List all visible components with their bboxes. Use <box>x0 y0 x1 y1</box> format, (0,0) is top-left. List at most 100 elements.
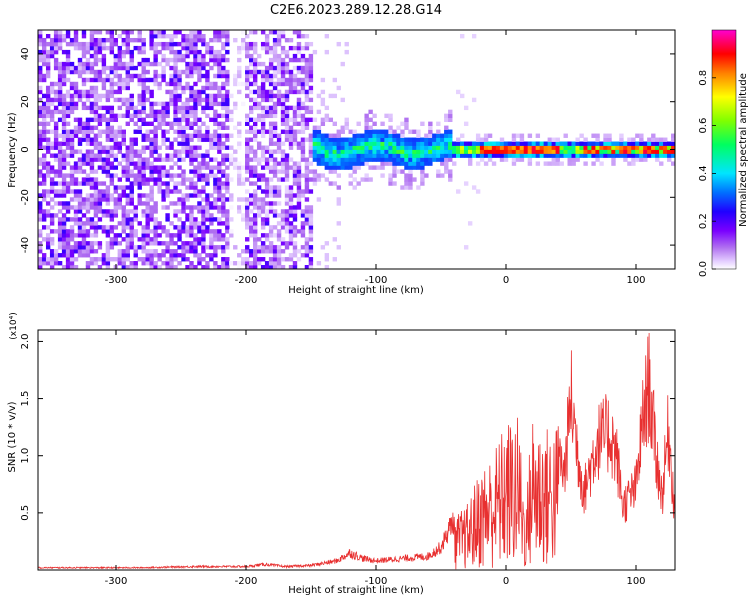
heatmap-cell <box>121 53 126 59</box>
heatmap-cell <box>149 213 154 218</box>
heatmap-cell <box>197 237 202 242</box>
heatmap-cell <box>352 153 357 158</box>
heatmap-cell <box>89 153 95 158</box>
heatmap-cell <box>177 217 182 222</box>
heatmap-cell <box>384 137 389 142</box>
heatmap-cell <box>559 141 564 146</box>
heatmap-cell <box>105 157 111 162</box>
heatmap-cell <box>189 217 194 222</box>
heatmap-cell <box>607 145 612 150</box>
heatmap-cell <box>292 253 298 258</box>
heatmap-cell <box>245 81 250 87</box>
heatmap-cell <box>117 145 123 150</box>
heatmap-cell <box>264 177 270 182</box>
heatmap-cell <box>165 105 170 111</box>
heatmap-cell <box>400 137 405 142</box>
heatmap-cell <box>209 237 214 242</box>
heatmap-cell <box>424 137 429 142</box>
heatmap-cell <box>173 97 178 103</box>
heatmap-cell <box>619 149 624 154</box>
heatmap-cell <box>181 173 186 178</box>
heatmap-cell <box>105 213 111 218</box>
heatmap-cell <box>113 165 119 170</box>
heatmap-cell <box>125 173 130 178</box>
heatmap-cell <box>165 265 170 269</box>
heatmap-cell <box>41 213 47 218</box>
heatmap-cell <box>101 261 107 266</box>
heatmap-cell <box>272 93 278 99</box>
heatmap-cell <box>523 145 529 150</box>
heatmap-cell <box>197 73 202 79</box>
heatmap-cell <box>567 149 572 154</box>
heatmap-cell <box>193 117 198 123</box>
heatmap-cell <box>133 65 138 71</box>
heatmap-cell <box>38 65 43 71</box>
heatmap-cell <box>647 149 652 154</box>
heatmap-cell <box>157 185 162 190</box>
heatmap-cell <box>169 177 174 182</box>
heatmap-cell <box>444 157 449 162</box>
heatmap-cell <box>181 253 186 258</box>
heatmap-cell <box>288 221 294 226</box>
heatmap-cell <box>272 157 278 162</box>
heatmap-cell <box>141 85 146 91</box>
heatmap-cell <box>671 161 675 166</box>
heatmap-cell <box>117 205 123 210</box>
heatmap-cell <box>45 141 51 146</box>
heatmap-cell <box>296 129 302 134</box>
heatmap-cell <box>436 173 441 178</box>
heatmap-cell <box>185 141 190 146</box>
heatmap-cell <box>264 261 270 266</box>
heatmap-cell <box>555 149 560 154</box>
heatmap-cell <box>412 153 417 158</box>
heatmap-cell <box>113 213 119 218</box>
heatmap-cell <box>252 205 258 210</box>
heatmap-cell <box>264 45 270 51</box>
heatmap-cell <box>288 125 294 130</box>
heatmap-cell <box>93 169 99 174</box>
heatmap-cell <box>555 137 560 142</box>
heatmap-cell <box>268 185 274 190</box>
heatmap-cell <box>161 113 166 119</box>
heatmap-cell <box>73 197 79 202</box>
heatmap-cell <box>292 173 298 178</box>
heatmap-cell <box>225 217 230 222</box>
heatmap-cell <box>77 161 83 166</box>
heatmap-cell <box>81 81 87 87</box>
heatmap-cell <box>615 149 620 154</box>
heatmap-cell <box>276 101 282 107</box>
heatmap-cell <box>121 30 126 35</box>
heatmap-cell <box>260 201 266 206</box>
heatmap-cell <box>93 73 99 79</box>
heatmap-cell <box>619 133 624 138</box>
heatmap-cell <box>125 225 130 230</box>
heatmap-cell <box>89 61 95 67</box>
heatmap-cell <box>133 45 138 51</box>
heatmap-cell <box>197 169 202 174</box>
heatmap-cell <box>360 145 365 150</box>
heatmap-cell <box>308 213 314 218</box>
heatmap-cell <box>511 149 517 154</box>
heatmap-cell <box>280 45 286 51</box>
heatmap-cell <box>121 141 126 146</box>
heatmap-cell <box>117 85 123 91</box>
heatmap-cell <box>125 257 130 262</box>
heatmap-cell <box>113 133 119 138</box>
heatmap-cell <box>193 225 198 230</box>
heatmap-cell <box>73 89 79 95</box>
heatmap-cell <box>38 30 43 35</box>
heatmap-cell <box>368 177 373 182</box>
heatmap-cell <box>209 173 214 178</box>
heatmap-cell <box>149 93 154 99</box>
heatmap-cell <box>177 173 182 178</box>
heatmap-cell <box>233 81 238 87</box>
heatmap-cell <box>424 153 429 158</box>
heatmap-cell <box>101 149 107 154</box>
heatmap-cell <box>460 141 465 146</box>
heatmap-cell <box>73 265 79 269</box>
heatmap-cell <box>615 145 620 150</box>
heatmap-cell <box>260 153 266 158</box>
heatmap-cell <box>69 149 75 154</box>
heatmap-cell <box>161 193 166 198</box>
